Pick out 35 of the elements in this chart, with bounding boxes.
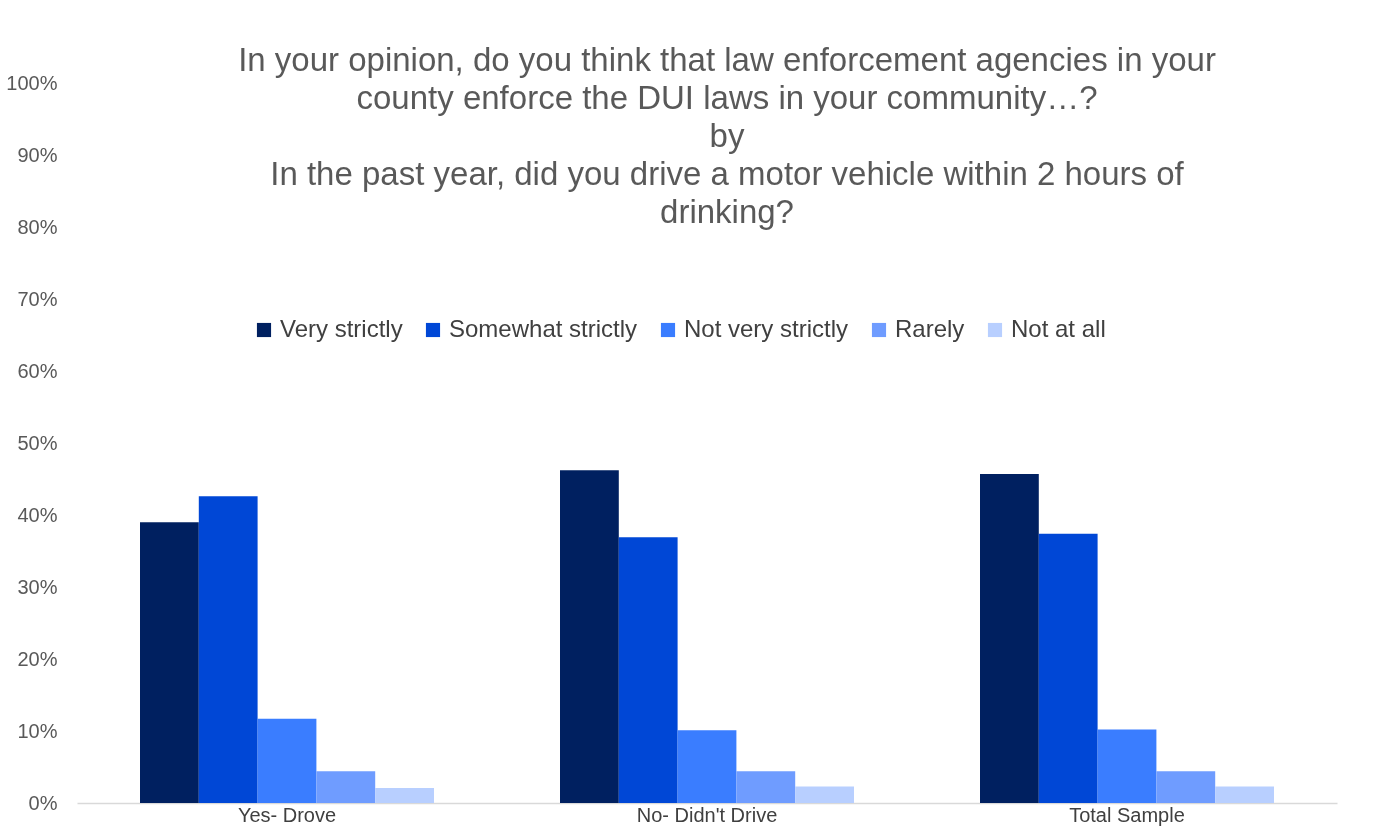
y-tick-label: 90% — [17, 143, 58, 166]
legend-label: Not very strictly — [684, 315, 849, 342]
y-tick-label: 40% — [17, 503, 58, 526]
bar — [980, 473, 1039, 803]
y-tick-label: 70% — [17, 287, 58, 310]
y-tick-label: 20% — [17, 647, 58, 670]
bar — [375, 787, 434, 803]
y-tick-label: 0% — [28, 791, 58, 814]
bar — [1038, 533, 1098, 803]
bar — [1097, 729, 1157, 803]
y-tick-label: 50% — [17, 431, 58, 454]
bar — [316, 771, 376, 803]
bar — [1156, 771, 1216, 803]
bar — [677, 730, 737, 803]
x-tick-label: Yes- Drove — [237, 803, 337, 826]
bar — [257, 718, 317, 803]
y-tick-label: 80% — [17, 215, 58, 238]
bar — [1215, 786, 1274, 803]
y-tick-label: 30% — [17, 575, 58, 598]
text: In your opinion, do you think that law enforcement agencies in your county enforce the DUI laws in your community…? by In the past year, did you drive a motor vehicle within 2 hours of drinking? — [238, 41, 1216, 230]
y-tick-label: 10% — [17, 719, 58, 742]
legend-label: Rarely — [895, 315, 965, 342]
bar — [140, 522, 199, 803]
legend-label: Not at all — [1011, 315, 1106, 342]
bar — [618, 537, 678, 803]
bar — [560, 470, 619, 803]
y-tick-label: 100% — [6, 71, 58, 94]
bar — [795, 786, 854, 803]
legend-label: Very strictly — [280, 315, 403, 342]
y-tick-label: 60% — [17, 359, 58, 382]
x-tick-label: Total Sample — [1069, 803, 1185, 826]
x-tick-label: No- Didn't Drive — [636, 803, 778, 826]
bar — [736, 771, 796, 803]
bar — [198, 496, 258, 803]
legend-label: Somewhat strictly — [449, 315, 638, 342]
